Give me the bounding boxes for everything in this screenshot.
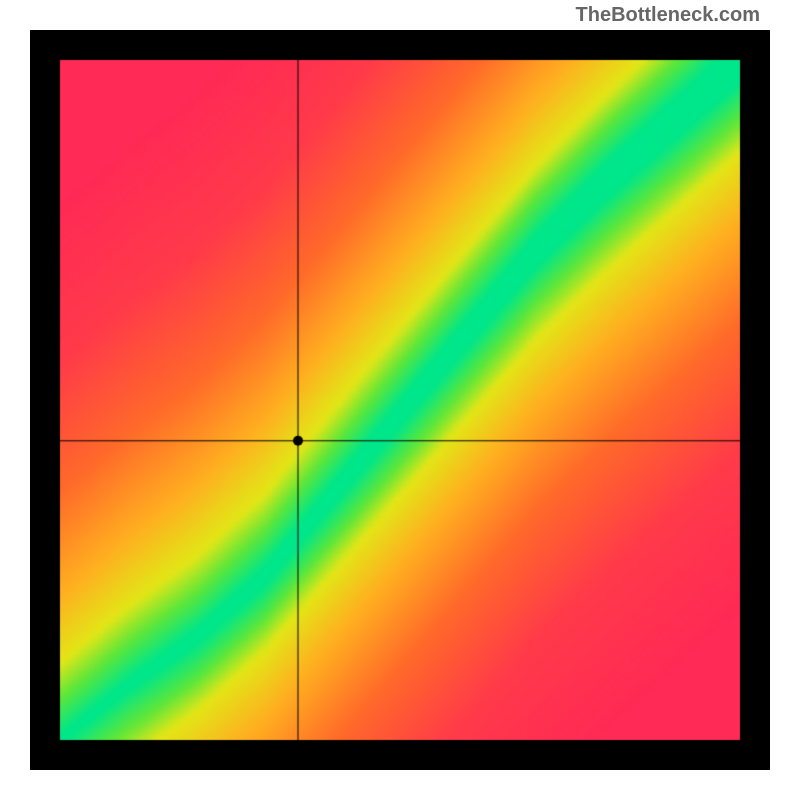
bottleneck-heatmap	[30, 30, 770, 770]
watermark-text: TheBottleneck.com	[576, 4, 760, 27]
